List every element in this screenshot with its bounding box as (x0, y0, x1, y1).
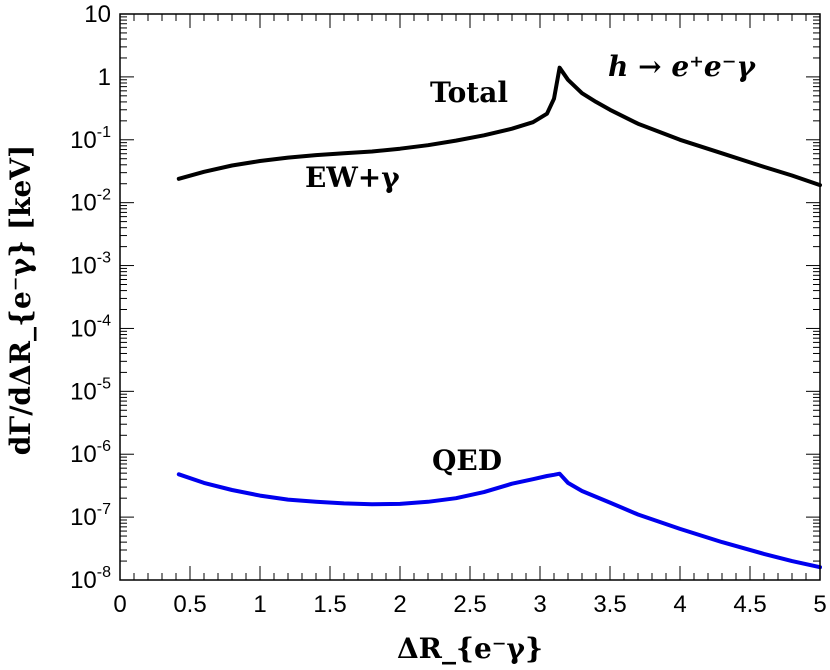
x-tick-labels: 0 0.5 1 1.5 2 2.5 3 3.5 4 4.5 5 (113, 591, 826, 618)
annotation-qed: QED (432, 444, 502, 477)
x-tick-label: 2.5 (453, 591, 486, 618)
y-tick-label: 10-7 (70, 501, 111, 531)
y-tick-label: 10-3 (70, 250, 111, 280)
x-tick-label: 3 (533, 591, 546, 618)
annotation-total: Total (430, 76, 508, 109)
y-tick-label: 1 (98, 64, 111, 91)
ticks-layer (119, 13, 821, 581)
y-tick-label: 10-1 (70, 124, 111, 154)
plot-frame (119, 13, 821, 581)
x-tick-label: 5 (813, 591, 826, 618)
y-axis-title: dΓ/dΔR_{e⁻γ} [keV] (4, 145, 37, 456)
x-tick-label: 1.5 (313, 591, 346, 618)
y-tick-label: 10-2 (70, 187, 111, 217)
x-tick-label: 0 (113, 591, 126, 618)
annotation-process: h → e⁺e⁻γ (608, 50, 757, 83)
series-layer (176, 65, 822, 570)
y-tick-label: 10-5 (70, 375, 111, 405)
x-tick-label: 4 (673, 591, 686, 618)
series-line-total (176, 65, 822, 188)
y-tick-label: 10-4 (70, 312, 111, 342)
y-tick-label: 10 (84, 1, 111, 28)
y-tick-label: 10-8 (70, 564, 111, 594)
x-tick-label: 3.5 (593, 591, 626, 618)
y-tick-labels: 10-8 10-7 10-6 10-5 10-4 10-3 10-2 10-1 1 10 (70, 1, 111, 594)
annotation-ew: EW+γ (305, 161, 400, 194)
series-line-qed (176, 471, 822, 570)
x-tick-label: 2 (393, 591, 406, 618)
x-tick-label: 0.5 (173, 591, 206, 618)
y-tick-label: 10-6 (70, 438, 111, 468)
x-tick-label: 1 (253, 591, 266, 618)
x-tick-label: 4.5 (733, 591, 766, 618)
x-axis-title: ΔR_{e⁻γ} (397, 632, 543, 665)
